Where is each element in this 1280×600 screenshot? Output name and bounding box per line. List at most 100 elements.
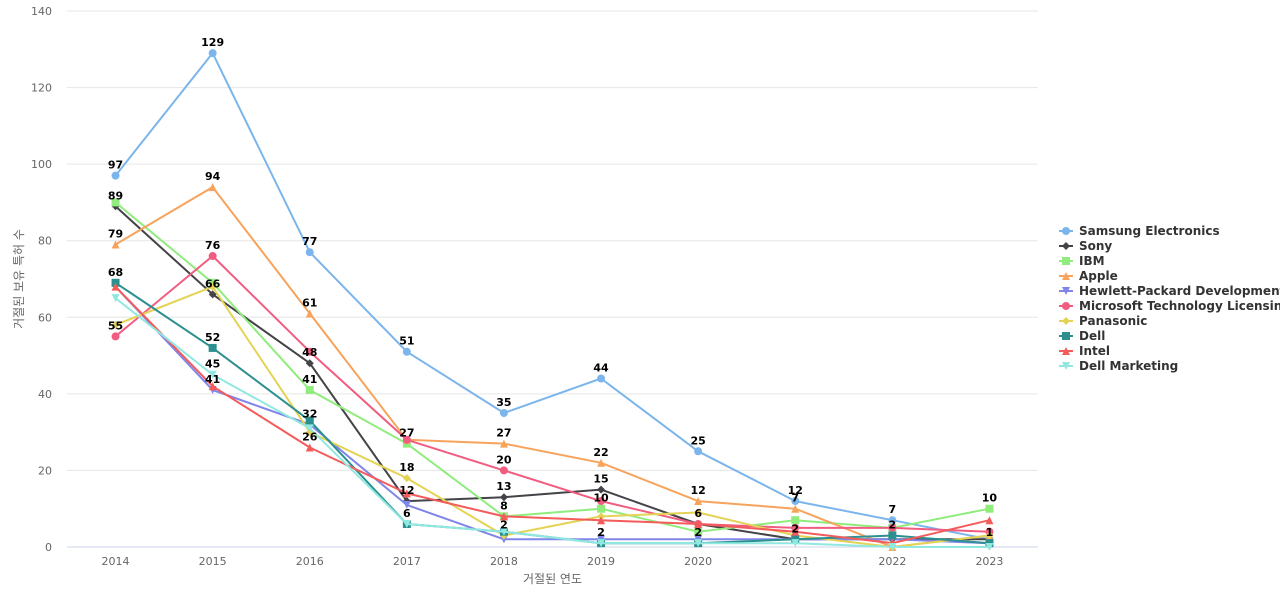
data-point[interactable] (791, 527, 800, 536)
data-point[interactable] (985, 543, 994, 551)
data-point[interactable] (208, 370, 217, 379)
data-point[interactable] (597, 504, 606, 513)
data-point[interactable] (111, 332, 120, 341)
data-point[interactable] (402, 474, 411, 483)
data-point[interactable] (791, 516, 800, 525)
y-tick-label: 40 (38, 388, 52, 401)
data-point[interactable] (694, 508, 703, 517)
data-label: 129 (201, 36, 224, 49)
series-line[interactable] (114, 285, 991, 545)
data-point[interactable] (888, 531, 897, 540)
data-point[interactable] (208, 382, 217, 391)
data-point[interactable] (597, 374, 606, 383)
data-label: 2 (694, 526, 702, 539)
series-line[interactable] (114, 201, 991, 533)
legend-item[interactable]: Hewlett-Packard Development (1059, 284, 1280, 298)
data-point[interactable] (499, 409, 508, 417)
data-label: 2 (500, 519, 508, 532)
data-point[interactable] (597, 458, 606, 467)
data-point[interactable] (305, 309, 314, 318)
data-label: 32 (302, 407, 317, 420)
data-point[interactable] (791, 497, 800, 506)
data-point[interactable] (208, 252, 217, 261)
legend-item[interactable]: Samsung Electronics (1059, 224, 1220, 238)
data-point[interactable] (305, 359, 314, 368)
legend-label: Sony (1079, 239, 1112, 253)
data-label: 79 (108, 228, 123, 241)
series-line[interactable] (114, 285, 991, 548)
data-label: 7 (791, 492, 799, 505)
data-point[interactable] (305, 424, 314, 433)
x-tick-label: 2018 (490, 555, 518, 568)
data-point[interactable] (402, 435, 411, 444)
data-point[interactable] (694, 527, 703, 536)
data-point[interactable] (305, 443, 314, 452)
legend-marker (1062, 362, 1070, 370)
data-point[interactable] (208, 49, 217, 58)
data-point[interactable] (791, 539, 800, 548)
legend-item[interactable]: Intel (1059, 344, 1110, 358)
data-point[interactable] (402, 500, 411, 509)
legend-item[interactable]: IBM (1059, 254, 1105, 268)
data-point[interactable] (597, 497, 606, 506)
data-point[interactable] (888, 543, 897, 551)
data-point[interactable] (111, 198, 120, 207)
legend-item[interactable]: Microsoft Technology Licensing (1059, 299, 1280, 313)
series-line[interactable] (114, 285, 991, 545)
legend-item[interactable]: Sony (1059, 239, 1112, 253)
data-point[interactable] (305, 386, 314, 395)
legend-item[interactable]: Dell Marketing (1059, 359, 1178, 373)
data-point[interactable] (694, 447, 703, 456)
data-point[interactable] (402, 520, 411, 529)
legend-item[interactable]: Panasonic (1059, 314, 1147, 328)
data-point[interactable] (694, 497, 703, 506)
data-point[interactable] (694, 520, 703, 529)
data-point[interactable] (208, 343, 217, 352)
data-point[interactable] (597, 516, 606, 525)
legend-item[interactable]: Dell (1059, 329, 1105, 343)
data-point[interactable] (499, 493, 508, 502)
legend-label: Dell (1079, 329, 1105, 343)
data-point[interactable] (985, 516, 994, 525)
data-point[interactable] (985, 504, 994, 513)
data-point[interactable] (111, 294, 120, 303)
data-point[interactable] (208, 282, 217, 291)
legend-item[interactable]: Apple (1059, 269, 1118, 283)
data-point[interactable] (111, 282, 120, 291)
data-point[interactable] (111, 171, 120, 180)
data-label: 10 (982, 492, 998, 505)
data-point[interactable] (305, 347, 314, 356)
data-point[interactable] (985, 531, 994, 540)
legend-marker (1062, 227, 1070, 235)
data-point[interactable] (111, 320, 120, 329)
data-point[interactable] (499, 466, 508, 475)
data-label: 97 (108, 159, 123, 172)
data-point[interactable] (208, 183, 217, 192)
data-point[interactable] (111, 240, 120, 249)
data-label: 20 (496, 453, 512, 466)
data-point[interactable] (888, 516, 897, 525)
series-line[interactable] (114, 281, 991, 545)
data-point[interactable] (791, 504, 800, 513)
data-label: 52 (205, 331, 220, 344)
data-point[interactable] (208, 290, 217, 299)
data-point[interactable] (597, 539, 606, 548)
data-point[interactable] (499, 439, 508, 448)
data-point[interactable] (305, 248, 314, 257)
series-line[interactable] (114, 297, 991, 548)
data-point[interactable] (402, 347, 411, 356)
data-point[interactable] (597, 485, 606, 494)
data-point[interactable] (694, 539, 703, 548)
data-point[interactable] (888, 523, 897, 532)
data-point[interactable] (305, 416, 314, 425)
data-label: 27 (496, 427, 511, 440)
data-point[interactable] (402, 489, 411, 498)
data-point[interactable] (499, 527, 508, 536)
series-9 (111, 294, 994, 551)
series-7 (111, 278, 994, 548)
legend-label: IBM (1079, 254, 1105, 268)
series-line[interactable] (114, 255, 991, 533)
data-point[interactable] (499, 512, 508, 521)
data-label: 12 (399, 484, 414, 497)
series-line[interactable] (114, 52, 991, 541)
